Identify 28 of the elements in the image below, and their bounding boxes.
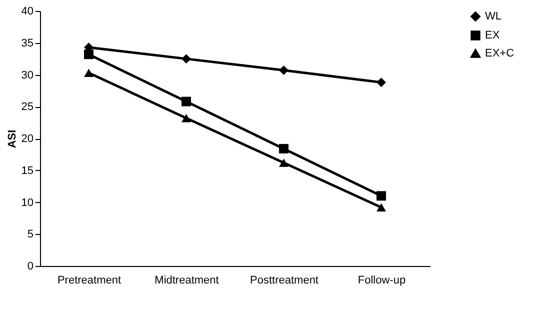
x-tick-label: Posttreatment bbox=[250, 274, 318, 286]
point bbox=[376, 78, 386, 88]
y-tick-label: 0 bbox=[27, 260, 34, 272]
y-tick-label: 15 bbox=[21, 164, 34, 177]
x-tick-label: Follow-up bbox=[358, 274, 406, 286]
point bbox=[279, 66, 288, 76]
y-tick-label: 25 bbox=[21, 101, 34, 114]
y-tick-label: 40 bbox=[21, 6, 34, 18]
x-tick-label: Midtreatment bbox=[154, 274, 219, 286]
point bbox=[182, 54, 191, 64]
y-tick-label: 35 bbox=[21, 37, 34, 50]
legend-label: EX+C bbox=[485, 48, 514, 60]
point bbox=[279, 158, 288, 167]
point bbox=[84, 68, 94, 77]
point bbox=[182, 114, 191, 122]
legend-label: WL bbox=[485, 10, 502, 22]
y-tick-label: 10 bbox=[21, 196, 34, 209]
point bbox=[182, 96, 191, 106]
x-tick-label: Pretreatment bbox=[57, 274, 122, 286]
legend-label: EX bbox=[485, 30, 500, 42]
y-tick-label: 30 bbox=[21, 69, 34, 82]
y-tick-label: 5 bbox=[27, 228, 34, 241]
point bbox=[84, 50, 94, 60]
point bbox=[376, 191, 386, 201]
point bbox=[376, 203, 386, 212]
y-tick-label: 20 bbox=[21, 133, 34, 145]
point bbox=[279, 144, 288, 154]
y-axis-title: ASI bbox=[6, 130, 18, 148]
